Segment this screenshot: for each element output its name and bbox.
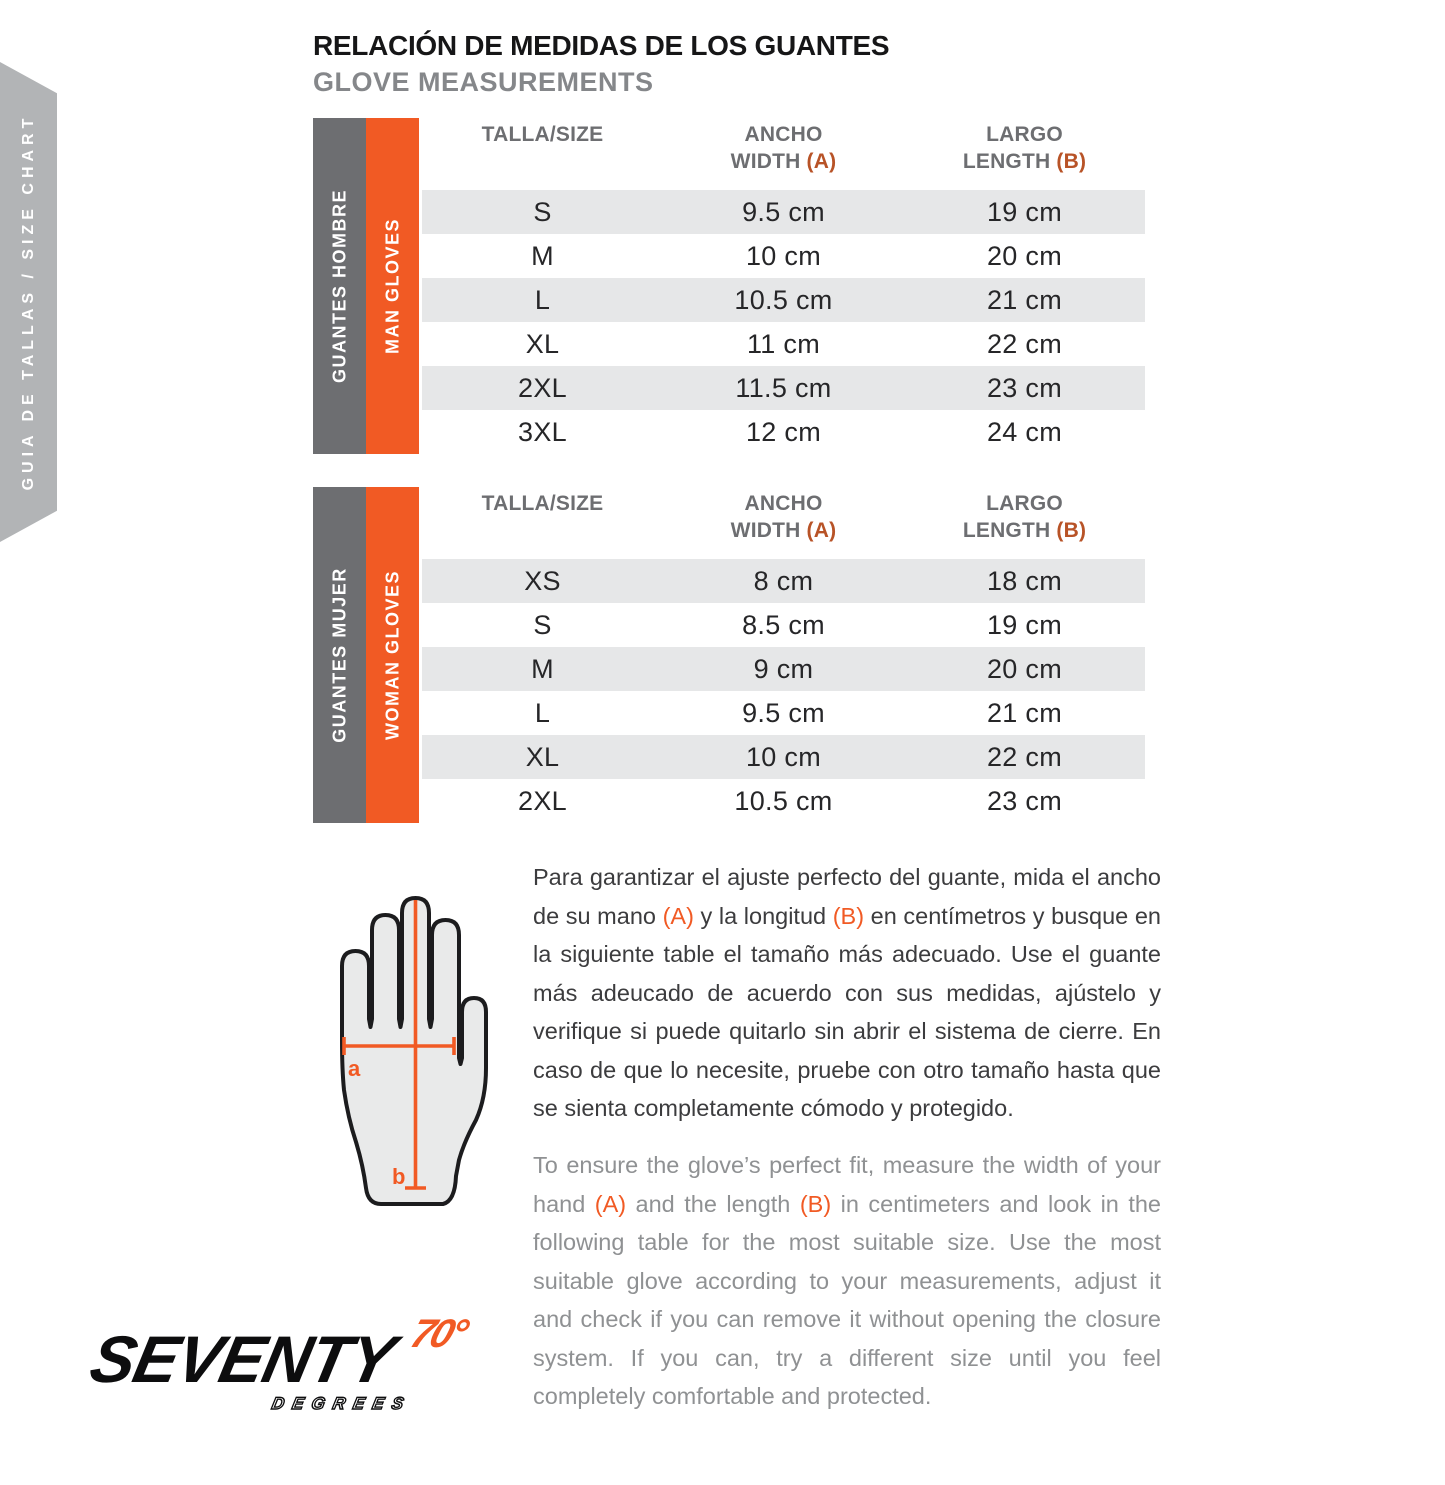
length-cell: 23 cm bbox=[986, 785, 1063, 816]
width-cell: 9.5 cm bbox=[742, 196, 825, 227]
table-row: 3XL 12 cm 24 cm bbox=[422, 410, 1145, 454]
width-cell: 10 cm bbox=[745, 240, 822, 271]
width-mark-a: (A) bbox=[806, 519, 837, 542]
length-mark-b: (B) bbox=[1056, 519, 1087, 542]
table-row: L 9.5 cm 21 cm bbox=[422, 691, 1145, 735]
woman-table-side-bar-en: WOMAN GLOVES bbox=[366, 487, 419, 823]
table-header-row: TALLA/SIZE ANCHO WIDTH (A) LARGO LENGTH … bbox=[422, 487, 1145, 559]
logo-brand-text: SEVENTY bbox=[84, 1322, 401, 1396]
width-cell: 8.5 cm bbox=[742, 609, 825, 640]
table-row: XL 11 cm 22 cm bbox=[422, 322, 1145, 366]
size-cell: XS bbox=[524, 565, 561, 596]
table-row: XL 10 cm 22 cm bbox=[422, 735, 1145, 779]
width-mark-a: (A) bbox=[806, 150, 837, 173]
sidebar-ribbon: GUIA DE TALLAS / SIZE CHART bbox=[0, 62, 57, 542]
width-cell: 10.5 cm bbox=[734, 284, 833, 315]
table-header-row: TALLA/SIZE ANCHO WIDTH (A) LARGO LENGTH … bbox=[422, 118, 1145, 190]
width-cell: 9.5 cm bbox=[742, 697, 825, 728]
width-cell: 11.5 cm bbox=[735, 372, 832, 403]
length-cell: 21 cm bbox=[986, 284, 1063, 315]
width-cell: 8 cm bbox=[753, 565, 814, 596]
table-row: L 10.5 cm 21 cm bbox=[422, 278, 1145, 322]
table-row: 2XL 10.5 cm 23 cm bbox=[422, 779, 1145, 823]
size-cell: S bbox=[533, 609, 552, 640]
width-cell: 10.5 cm bbox=[734, 785, 833, 816]
column-header-size: TALLA/SIZE bbox=[481, 492, 604, 515]
seventy-degrees-logo: SEVENTY 70° DEGREES bbox=[84, 1312, 492, 1426]
man-table-side-bar-en: MAN GLOVES bbox=[366, 118, 419, 454]
woman-table-grid: TALLA/SIZE ANCHO WIDTH (A) LARGO LENGTH … bbox=[422, 487, 1145, 823]
column-header-size: TALLA/SIZE bbox=[481, 123, 604, 146]
man-table-side-bar-es: GUANTES HOMBRE bbox=[313, 118, 366, 454]
column-header-length: LARGO LENGTH (B) bbox=[962, 492, 1087, 542]
column-header-length: LARGO LENGTH (B) bbox=[962, 123, 1087, 173]
instructions-english: To ensure the glove’s perfect fit, measu… bbox=[533, 1152, 1162, 1409]
man-gloves-table: GUANTES HOMBRE MAN GLOVES TALLA/SIZE ANC… bbox=[313, 118, 1145, 454]
page-header: RELACIÓN DE MEDIDAS DE LOS GUANTES GLOVE… bbox=[313, 30, 890, 98]
measure-lines bbox=[342, 900, 456, 1190]
page-title: RELACIÓN DE MEDIDAS DE LOS GUANTES bbox=[313, 30, 890, 61]
length-label-b: b bbox=[392, 1164, 405, 1189]
length-cell: 18 cm bbox=[986, 565, 1063, 596]
table-side-label-es: GUANTES MUJER bbox=[329, 567, 349, 743]
length-mark-b: (B) bbox=[1056, 150, 1087, 173]
inline-mark-a: (A) bbox=[594, 1190, 627, 1217]
size-cell: XL bbox=[525, 741, 560, 772]
inline-mark-a: (A) bbox=[662, 902, 694, 929]
length-cell: 20 cm bbox=[986, 653, 1063, 684]
table-row: XS 8 cm 18 cm bbox=[422, 559, 1145, 603]
logo-70-degrees-mark: 70° bbox=[405, 1312, 471, 1356]
sidebar-ribbon-label: GUIA DE TALLAS / SIZE CHART bbox=[19, 113, 37, 491]
width-cell: 11 cm bbox=[746, 328, 821, 359]
size-cell: M bbox=[531, 653, 554, 684]
length-cell: 20 cm bbox=[986, 240, 1063, 271]
column-header-width: ANCHO WIDTH (A) bbox=[730, 123, 837, 173]
glove-diagram: a b bbox=[306, 870, 521, 1225]
size-cell: XL bbox=[525, 328, 560, 359]
table-row: M 9 cm 20 cm bbox=[422, 647, 1145, 691]
table-row: 2XL 11.5 cm 23 cm bbox=[422, 366, 1145, 410]
instructions-spanish: Para garantizar el ajuste perfecto del g… bbox=[533, 864, 1161, 1121]
table-row: S 8.5 cm 19 cm bbox=[422, 603, 1145, 647]
table-row: S 9.5 cm 19 cm bbox=[422, 190, 1145, 234]
table-side-label-es: GUANTES HOMBRE bbox=[329, 188, 349, 384]
woman-table-side-bar-es: GUANTES MUJER bbox=[313, 487, 366, 823]
woman-gloves-table: GUANTES MUJER WOMAN GLOVES TALLA/SIZE AN… bbox=[313, 487, 1145, 823]
length-cell: 19 cm bbox=[986, 609, 1063, 640]
page-subtitle: GLOVE MEASUREMENTS bbox=[313, 67, 654, 97]
size-cell: 3XL bbox=[518, 416, 567, 447]
size-cell: L bbox=[534, 284, 551, 315]
column-header-width: ANCHO WIDTH (A) bbox=[730, 492, 837, 542]
table-side-label-en: MAN GLOVES bbox=[382, 217, 402, 355]
length-cell: 22 cm bbox=[986, 328, 1063, 359]
logo-sub-text: DEGREES bbox=[269, 1393, 414, 1413]
size-cell: 2XL bbox=[518, 785, 567, 816]
size-cell: M bbox=[531, 240, 554, 271]
size-cell: L bbox=[534, 697, 551, 728]
length-cell: 23 cm bbox=[986, 372, 1063, 403]
width-cell: 9 cm bbox=[753, 653, 814, 684]
length-cell: 24 cm bbox=[986, 416, 1063, 447]
length-cell: 19 cm bbox=[986, 196, 1063, 227]
table-row: M 10 cm 20 cm bbox=[422, 234, 1145, 278]
size-cell: 2XL bbox=[518, 372, 567, 403]
width-label-a: a bbox=[348, 1056, 361, 1081]
length-cell: 22 cm bbox=[986, 741, 1063, 772]
inline-mark-b: (B) bbox=[832, 902, 865, 929]
length-cell: 21 cm bbox=[986, 697, 1063, 728]
size-cell: S bbox=[533, 196, 552, 227]
inline-mark-b: (B) bbox=[799, 1190, 832, 1217]
width-cell: 10 cm bbox=[745, 741, 822, 772]
table-side-label-en: WOMAN GLOVES bbox=[382, 570, 402, 740]
glove-outline-icon: a b bbox=[340, 896, 488, 1206]
man-table-grid: TALLA/SIZE ANCHO WIDTH (A) LARGO LENGTH … bbox=[422, 118, 1145, 454]
width-cell: 12 cm bbox=[745, 416, 822, 447]
